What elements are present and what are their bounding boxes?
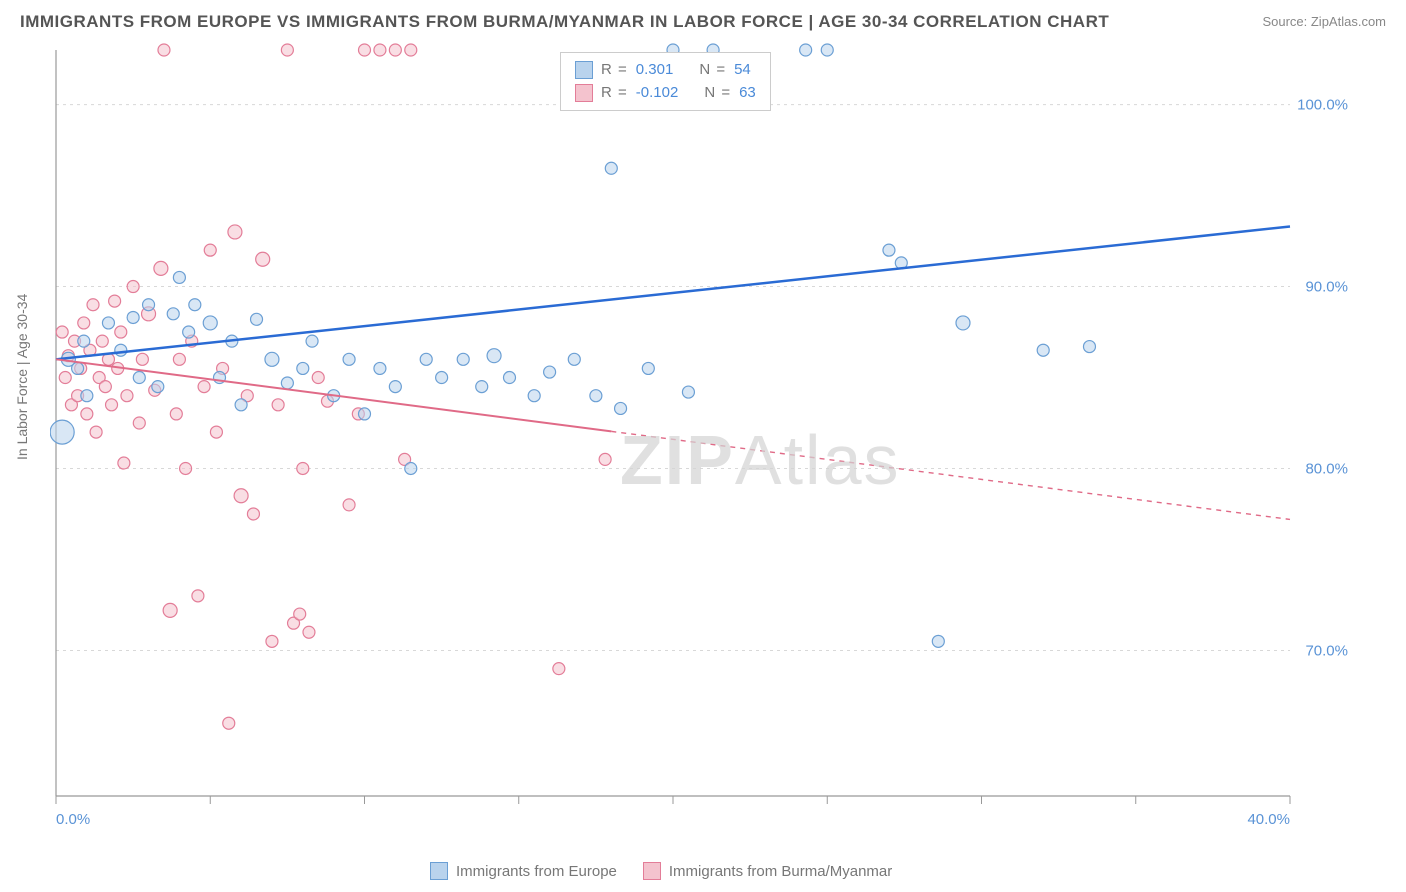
chart-title: IMMIGRANTS FROM EUROPE VS IMMIGRANTS FRO… [20,12,1109,32]
svg-text:40.0%: 40.0% [1247,811,1290,828]
svg-text:0.0%: 0.0% [56,811,90,828]
n-value-europe: 54 [734,59,751,82]
y-axis-label: In Labor Force | Age 30-34 [14,294,30,460]
legend-label-burma: Immigrants from Burma/Myanmar [669,863,892,880]
source-attribution: Source: ZipAtlas.com [1262,14,1386,29]
legend-row-burma: R = -0.102 N = 63 [575,82,756,105]
legend-row-europe: R = 0.301 N = 54 [575,59,756,82]
n-value-burma: 63 [739,82,756,105]
correlation-legend: R = 0.301 N = 54 R = -0.102 N = 63 [560,52,771,111]
r-label: R = [601,59,628,82]
swatch-burma [575,84,593,102]
svg-text:100.0%: 100.0% [1297,97,1348,114]
watermark: ZIPAtlas [620,420,901,500]
swatch-burma [643,862,661,880]
r-label: R = [601,82,628,105]
r-value-burma: -0.102 [636,82,679,105]
n-label: N = [699,59,726,82]
swatch-europe [575,61,593,79]
n-label: N = [704,82,731,105]
legend-item-europe: Immigrants from Europe [430,862,617,880]
svg-text:90.0%: 90.0% [1305,279,1348,296]
svg-text:80.0%: 80.0% [1305,460,1348,477]
legend-item-burma: Immigrants from Burma/Myanmar [643,862,892,880]
series-legend: Immigrants from Europe Immigrants from B… [430,862,892,880]
swatch-europe [430,862,448,880]
r-value-europe: 0.301 [636,59,674,82]
svg-text:70.0%: 70.0% [1305,642,1348,659]
legend-label-europe: Immigrants from Europe [456,863,617,880]
